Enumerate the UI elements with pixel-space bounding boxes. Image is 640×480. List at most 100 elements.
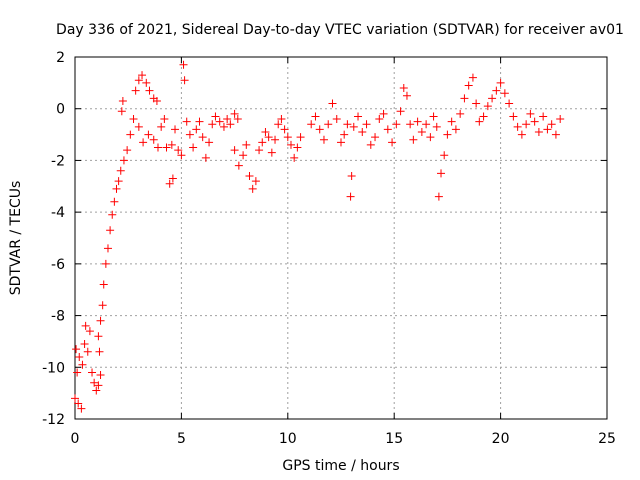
data-point <box>492 86 501 95</box>
x-tick-label: 10 <box>279 431 297 447</box>
data-point <box>349 122 358 131</box>
y-tick-label: 0 <box>56 102 65 118</box>
data-point <box>165 179 174 188</box>
chart-title: Day 336 of 2021, Sidereal Day-to-day VTE… <box>56 22 624 38</box>
data-point <box>406 120 415 129</box>
data-point <box>315 125 324 134</box>
data-point <box>116 166 125 175</box>
data-point <box>230 146 239 155</box>
data-point <box>96 316 105 325</box>
data-point <box>215 117 224 126</box>
data-point <box>526 109 535 118</box>
plot-frame <box>74 56 608 420</box>
data-point <box>110 197 119 206</box>
data-point <box>182 117 191 126</box>
data-point <box>72 345 81 354</box>
data-point <box>551 130 560 139</box>
data-point <box>311 112 320 121</box>
data-point <box>286 140 295 149</box>
data-point <box>85 327 94 336</box>
data-point <box>388 138 397 147</box>
data-point <box>95 347 104 356</box>
y-tick-label: -4 <box>51 205 65 221</box>
data-point <box>409 135 418 144</box>
y-tick-label: -12 <box>42 412 65 428</box>
data-point <box>138 71 147 80</box>
data-point <box>447 117 456 126</box>
data-point <box>556 115 565 124</box>
data-point <box>479 112 488 121</box>
data-point <box>456 109 465 118</box>
data-point <box>543 125 552 134</box>
data-point <box>379 109 388 118</box>
data-point <box>274 120 283 129</box>
data-point <box>195 117 204 126</box>
x-axis-label: GPS time / hours <box>282 458 399 474</box>
data-point <box>226 120 235 129</box>
data-point <box>417 127 426 136</box>
data-point <box>106 226 115 235</box>
data-point <box>343 120 352 129</box>
data-point <box>522 120 531 129</box>
data-point <box>483 102 492 111</box>
data-point <box>94 381 103 390</box>
data-point <box>347 171 356 180</box>
y-tick-label: -10 <box>42 360 65 376</box>
data-point <box>396 107 405 116</box>
data-point <box>296 133 305 142</box>
data-point <box>346 192 355 201</box>
data-point <box>245 171 254 180</box>
data-point <box>271 135 280 144</box>
data-point <box>208 120 217 129</box>
data-point <box>429 112 438 121</box>
data-point <box>251 177 260 186</box>
data-point <box>71 394 79 403</box>
x-tick-label: 25 <box>598 431 616 447</box>
data-point <box>375 115 384 124</box>
data-point <box>319 135 328 144</box>
data-point <box>392 120 401 129</box>
grid-layer <box>75 57 607 419</box>
data-point <box>464 81 473 90</box>
data-point <box>283 133 292 142</box>
data-point <box>332 115 341 124</box>
data-point <box>78 360 87 369</box>
data-point <box>399 84 408 93</box>
y-tick-label: 2 <box>56 50 65 66</box>
data-point <box>413 117 422 126</box>
data-point <box>233 115 242 124</box>
data-point <box>261 127 270 136</box>
data-point <box>426 133 435 142</box>
data-point <box>94 332 103 341</box>
data-point <box>277 115 286 124</box>
data-point <box>505 99 514 108</box>
y-tick-label: -8 <box>51 309 65 325</box>
data-point <box>440 151 449 160</box>
data-point <box>211 112 220 121</box>
data-point <box>234 161 243 170</box>
data-point <box>103 244 112 253</box>
data-point <box>117 107 126 116</box>
data-point <box>460 94 469 103</box>
data-point <box>205 138 214 147</box>
data-point <box>83 347 92 356</box>
data-point <box>358 127 367 136</box>
data-point <box>112 184 121 193</box>
data-point <box>177 151 186 160</box>
data-point <box>258 138 267 147</box>
data-point <box>290 153 299 162</box>
data-point <box>180 76 189 85</box>
data-point <box>101 259 110 268</box>
data-point <box>324 120 333 129</box>
data-point <box>488 94 497 103</box>
data-point <box>167 140 176 149</box>
data-point <box>340 130 349 139</box>
data-point <box>108 210 117 219</box>
data-point <box>179 60 188 69</box>
data-point <box>219 122 228 131</box>
data-point <box>422 120 431 129</box>
data-point <box>530 117 539 126</box>
data-point <box>328 99 337 108</box>
